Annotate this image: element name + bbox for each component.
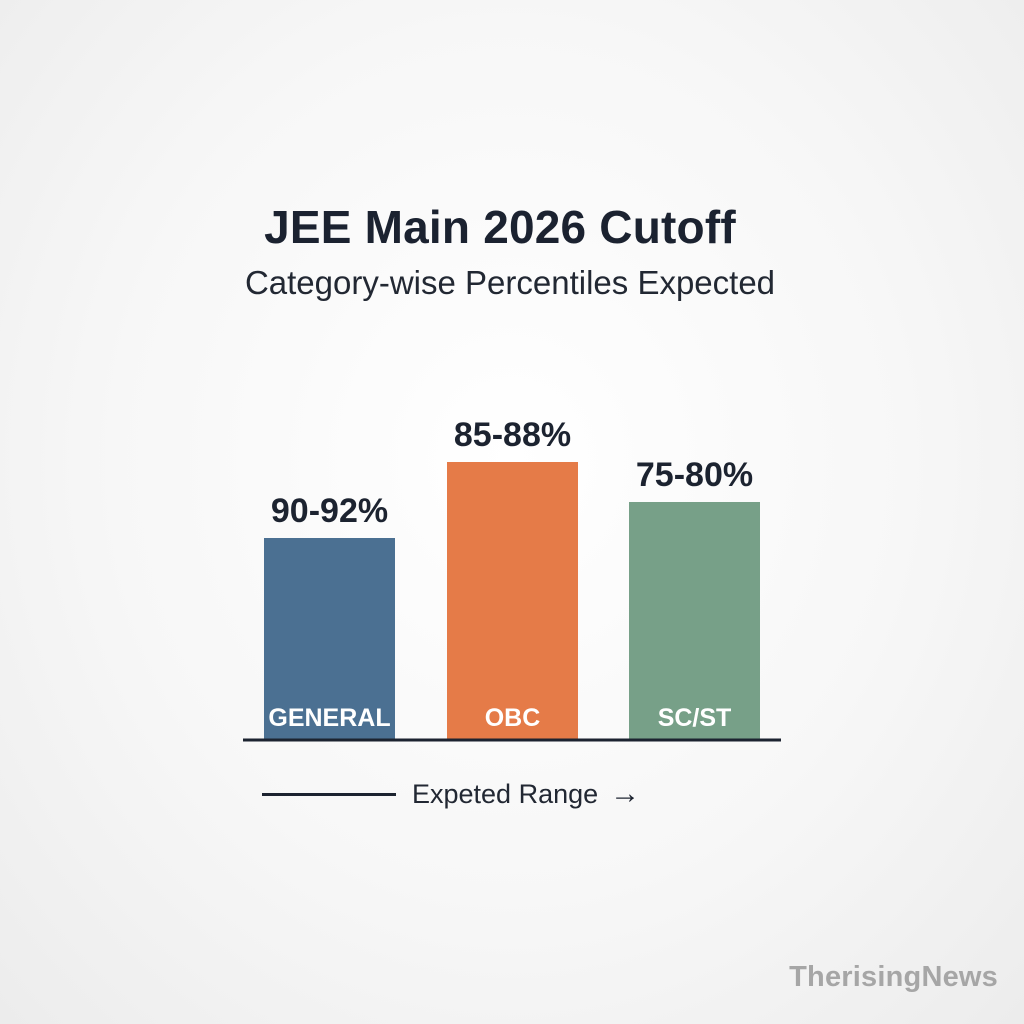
category-label-general: GENERAL xyxy=(268,704,390,732)
bar-sc-st xyxy=(629,502,760,740)
range-legend-line xyxy=(262,792,396,796)
bars-group: 90-92% GENERAL 85-88% OBC 75-80% SC/ST xyxy=(264,416,760,740)
bar-obc xyxy=(447,462,578,740)
category-label-obc: OBC xyxy=(485,704,541,732)
chart-subtitle: Category-wise Percentiles Expected xyxy=(244,264,776,301)
range-legend-text: Expeted Range xyxy=(412,778,599,809)
value-label-general: 90-92% xyxy=(271,492,388,530)
bar-general xyxy=(264,538,395,740)
value-label-sc-st: 75-80% xyxy=(636,456,753,494)
chart-title: JEE Main 2026 Cutoff xyxy=(264,201,736,253)
arrow-right-icon: → xyxy=(610,777,641,810)
range-legend: Expeted Range → xyxy=(262,776,640,812)
category-label-sc-st: SC/ST xyxy=(658,704,732,732)
watermark-text: TherisingNews xyxy=(789,961,998,993)
value-label-obc: 85-88% xyxy=(454,416,571,454)
